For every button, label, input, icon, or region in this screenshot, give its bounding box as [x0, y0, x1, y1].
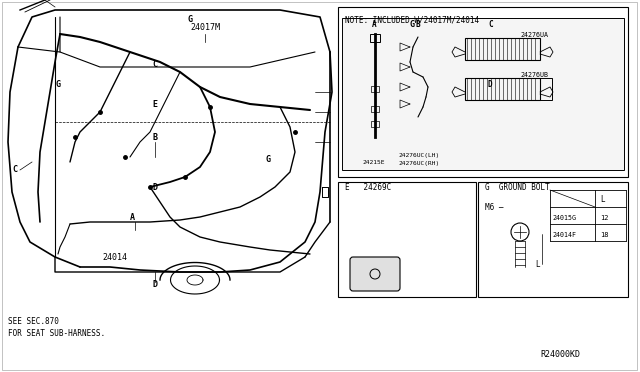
Text: D: D	[152, 183, 157, 192]
Text: L: L	[535, 260, 540, 269]
Text: D: D	[488, 80, 493, 89]
Text: 12: 12	[600, 215, 609, 221]
Bar	[371, 106, 379, 112]
Text: NOTE: INCLUDED W/24017M/24014: NOTE: INCLUDED W/24017M/24014	[345, 15, 479, 24]
Text: G: G	[265, 155, 270, 164]
Text: 24014: 24014	[102, 253, 127, 262]
Text: 24276UA: 24276UA	[520, 32, 548, 38]
Text: L: L	[600, 195, 605, 204]
Text: B: B	[152, 133, 157, 142]
Bar	[338, 7, 628, 177]
Bar	[465, 78, 540, 100]
Text: G: G	[410, 20, 415, 29]
Bar	[370, 34, 380, 42]
Text: 24276UB: 24276UB	[520, 72, 548, 78]
Text: D: D	[152, 280, 157, 289]
Text: 24276UC(LH): 24276UC(LH)	[398, 153, 439, 158]
Bar	[540, 78, 552, 100]
Text: A: A	[130, 213, 135, 222]
Text: 24215E: 24215E	[362, 160, 385, 165]
Text: A: A	[372, 20, 376, 29]
Text: G: G	[188, 15, 193, 24]
Bar	[371, 86, 379, 92]
Bar	[478, 182, 628, 297]
Text: M6 —: M6 —	[485, 203, 504, 212]
FancyBboxPatch shape	[350, 257, 400, 291]
Text: G  GROUND BOLT: G GROUND BOLT	[485, 183, 550, 192]
Bar	[371, 121, 379, 127]
Text: G: G	[55, 80, 60, 89]
Text: 18: 18	[600, 232, 609, 238]
Text: 24276UC(RH): 24276UC(RH)	[398, 161, 439, 166]
Text: B: B	[415, 20, 420, 29]
Text: E: E	[152, 100, 157, 109]
Text: E   24269C: E 24269C	[345, 183, 391, 192]
Text: 24017M: 24017M	[190, 23, 220, 32]
Text: C: C	[152, 60, 157, 69]
Text: C: C	[12, 165, 17, 174]
Text: 24014F: 24014F	[552, 232, 576, 238]
Bar	[338, 182, 476, 297]
Bar	[465, 38, 540, 60]
Text: 24015G: 24015G	[552, 215, 576, 221]
Bar	[342, 18, 624, 170]
Text: R24000KD: R24000KD	[540, 350, 580, 359]
Text: SEE SEC.870
FOR SEAT SUB-HARNESS.: SEE SEC.870 FOR SEAT SUB-HARNESS.	[8, 317, 105, 339]
Text: C: C	[488, 20, 493, 29]
